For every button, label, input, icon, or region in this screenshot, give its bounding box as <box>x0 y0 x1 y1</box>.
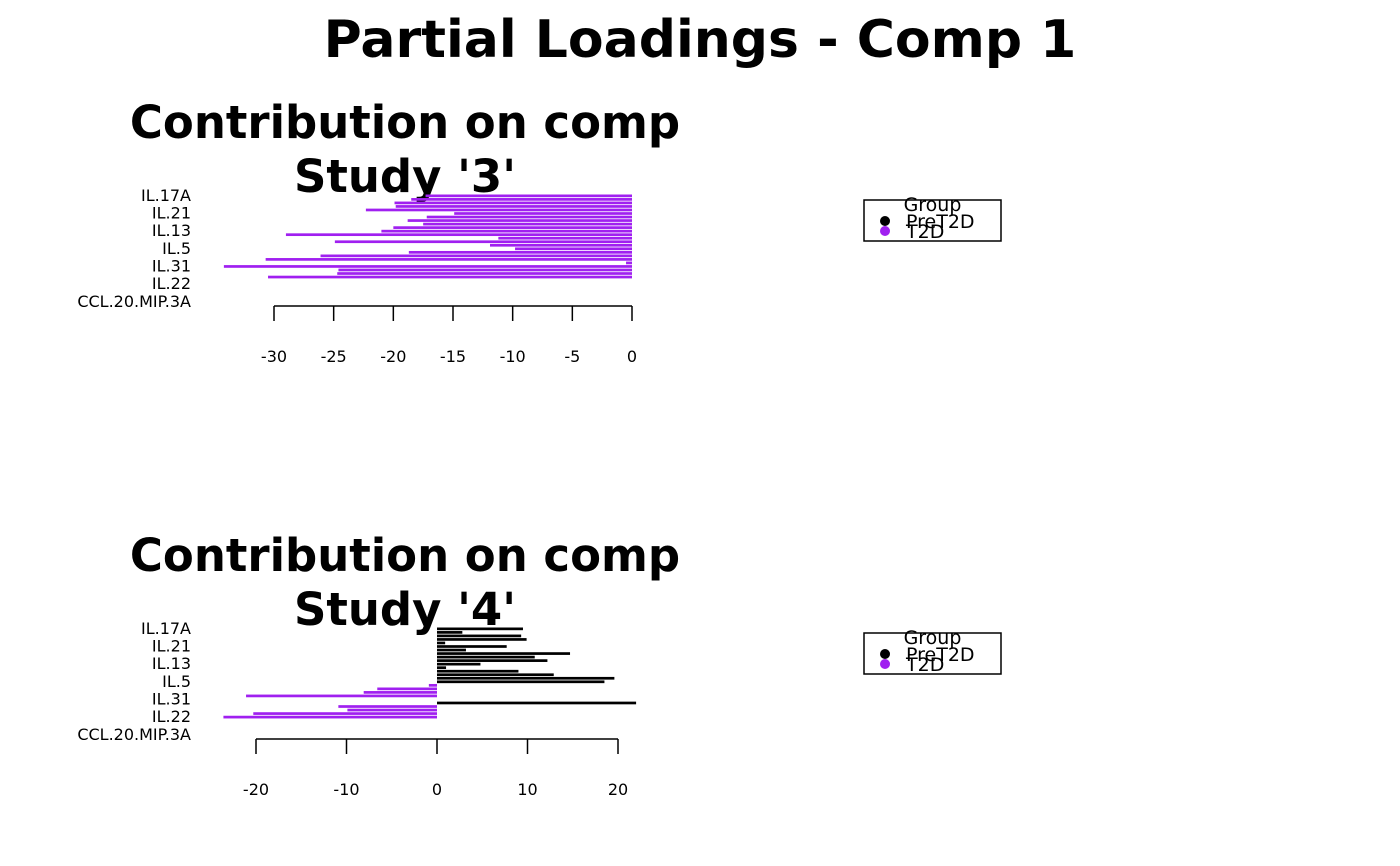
bar <box>394 201 632 205</box>
legend-marker <box>880 649 890 659</box>
bar <box>437 645 507 648</box>
x-tick-label: -10 <box>500 347 526 366</box>
bar <box>437 701 637 705</box>
x-tick-label: 0 <box>432 780 442 799</box>
category-label: IL.21 <box>152 637 191 656</box>
bar <box>437 676 615 680</box>
category-label: CCL.20.MIP.3A <box>77 725 191 744</box>
panel-subtitle-text: Study '4' <box>293 583 517 636</box>
bar <box>437 655 535 659</box>
bar <box>437 631 463 634</box>
bar <box>489 243 632 247</box>
bar <box>437 652 571 655</box>
bar <box>268 275 632 279</box>
bar <box>408 250 632 254</box>
bar <box>363 691 437 694</box>
legend-label: T2D <box>905 221 944 243</box>
panel-subtitle-text: Study '3' <box>293 150 517 203</box>
panel-title-text: Contribution on comp <box>129 96 681 149</box>
legend-label: T2D <box>905 654 944 676</box>
panel-study-3: Contribution on comp Study '3' IL.17A IL.… <box>0 0 1400 420</box>
category-label: IL.22 <box>152 274 191 293</box>
x-tick-label: -25 <box>321 347 347 366</box>
bar <box>338 705 437 708</box>
x-tick-label: 0 <box>627 347 637 366</box>
category-label: IL.13 <box>152 654 191 673</box>
bar <box>334 240 632 244</box>
bar <box>265 258 632 261</box>
bar <box>437 648 466 652</box>
bar <box>437 659 548 662</box>
x-tick-label: 10 <box>517 780 537 799</box>
bar-chart-study-3: IL.17AIL.21IL.13IL.5IL.31IL.22CCL.20.MIP… <box>77 186 1002 366</box>
bar <box>347 708 437 712</box>
bar <box>498 236 632 240</box>
bar <box>223 265 632 268</box>
x-tick-label: -30 <box>261 347 287 366</box>
category-label: IL.5 <box>162 239 191 258</box>
legend-label: PreT2D <box>906 644 975 666</box>
category-label: CCL.20.MIP.3A <box>77 292 191 311</box>
bar <box>626 261 632 265</box>
bar <box>246 694 437 698</box>
bar <box>223 715 437 719</box>
bar <box>285 233 632 237</box>
panel-title-text: Contribution on comp <box>129 529 681 582</box>
category-label: IL.21 <box>152 204 191 223</box>
category-label: IL.31 <box>152 689 191 708</box>
bar <box>437 627 523 631</box>
bar <box>437 641 446 645</box>
legend-marker <box>880 226 890 236</box>
bar <box>381 229 632 233</box>
x-tick-label: -10 <box>333 780 359 799</box>
bar <box>411 198 632 201</box>
bar <box>437 669 519 673</box>
bar <box>253 712 437 715</box>
bar <box>437 673 554 677</box>
bar <box>320 254 632 258</box>
bar <box>393 226 632 229</box>
legend-marker <box>880 216 890 226</box>
bar <box>437 666 447 670</box>
bar <box>428 683 437 687</box>
x-tick-label: 20 <box>608 780 628 799</box>
bar <box>426 215 632 219</box>
bar <box>407 219 632 222</box>
bar <box>337 272 632 275</box>
category-label: IL.22 <box>152 707 191 726</box>
bar <box>437 662 481 666</box>
bar <box>365 208 632 212</box>
main-title: Partial Loadings - Comp 1 <box>323 10 1077 70</box>
legend-marker <box>880 659 890 669</box>
bar <box>338 268 632 272</box>
bar <box>423 222 632 226</box>
bar <box>515 247 632 251</box>
category-label: IL.5 <box>162 672 191 691</box>
legend-label: PreT2D <box>906 211 975 233</box>
category-label: IL.17A <box>141 619 191 638</box>
bar <box>377 687 437 691</box>
category-label: IL.17A <box>141 186 191 205</box>
x-tick-label: -5 <box>564 347 580 366</box>
bar <box>437 638 527 641</box>
x-tick-label: -20 <box>243 780 269 799</box>
bar <box>425 194 632 198</box>
category-label: IL.13 <box>152 221 191 240</box>
bar <box>454 212 632 215</box>
x-tick-label: -20 <box>380 347 406 366</box>
bar <box>395 205 632 208</box>
bar-chart-study-4: IL.17AIL.21IL.13IL.5IL.31IL.22CCL.20.MIP… <box>77 619 1002 799</box>
category-label: IL.31 <box>152 256 191 275</box>
legend-title: Group <box>904 627 962 649</box>
bar <box>437 680 605 684</box>
legend-title: Group <box>904 194 962 216</box>
x-tick-label: -15 <box>440 347 466 366</box>
panel-study-4: Contribution on comp Study '4' IL.17A IL.… <box>0 433 1400 853</box>
bar <box>437 634 522 638</box>
